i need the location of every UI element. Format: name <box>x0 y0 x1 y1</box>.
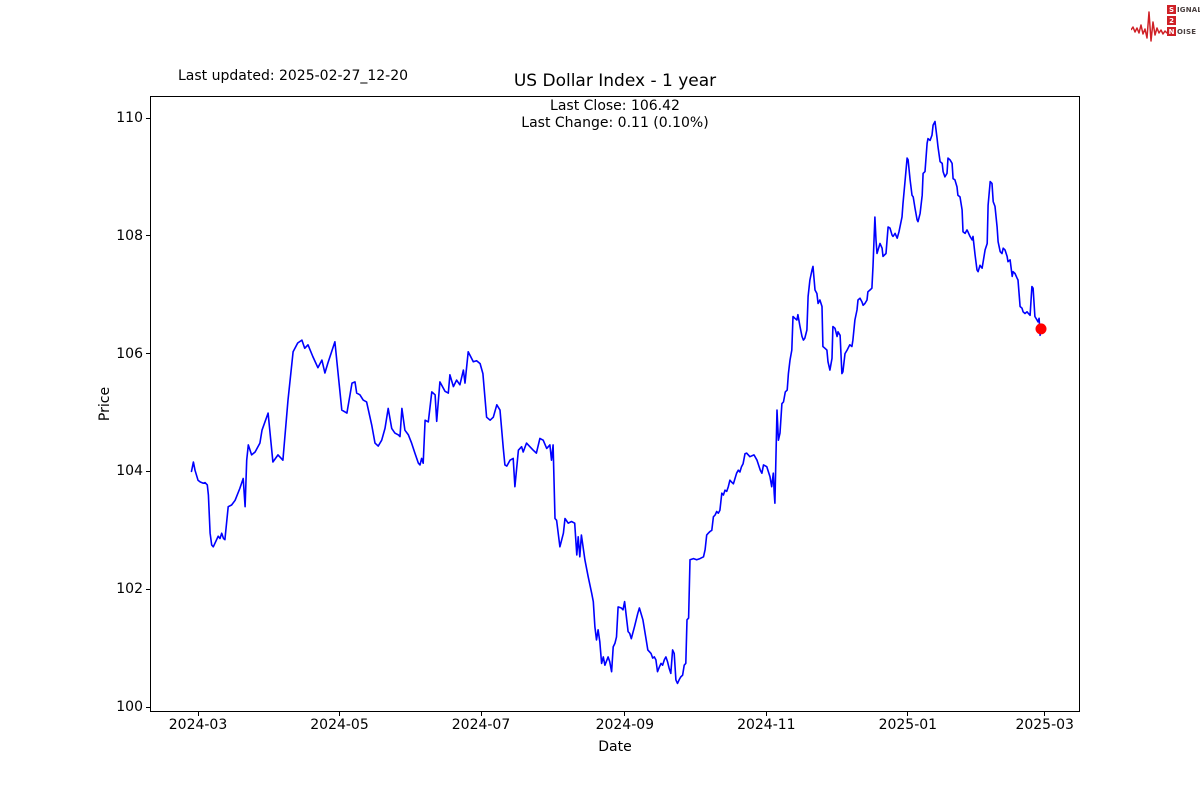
y-tick-label: 104 <box>116 463 143 480</box>
logo-letter-box: S <box>1167 5 1176 14</box>
logo-row: N OISE <box>1167 27 1200 36</box>
chart-annotation: Last Close: 106.42 Last Change: 0.11 (0.… <box>150 98 1080 132</box>
x-tick-label: 2025-03 <box>1015 717 1074 733</box>
logo-text: S IGNAL 2 N OISE <box>1167 5 1200 36</box>
x-tick-mark <box>480 712 482 716</box>
y-tick-mark <box>146 588 150 590</box>
x-tick-mark <box>339 712 340 716</box>
x-tick-mark <box>765 712 767 716</box>
last-updated-text: Last updated: 2025-02-27_12-20 <box>178 68 409 84</box>
x-tick-label: 2024-09 <box>595 717 655 733</box>
plot-area <box>150 96 1080 712</box>
y-tick-label: 110 <box>116 110 143 126</box>
x-tick-label: 2024-07 <box>451 717 511 733</box>
y-tick-mark <box>146 353 150 355</box>
signal2noise-logo: S IGNAL 2 N OISE <box>1131 4 1200 46</box>
annotation-last-change: Last Change: 0.11 (0.10%) <box>521 115 709 131</box>
logo-letter-box: N <box>1167 27 1176 36</box>
annotation-last-close: Last Close: 106.42 <box>550 98 680 114</box>
x-tick-label: 2024-03 <box>168 717 228 733</box>
y-tick-label: 100 <box>116 699 143 715</box>
x-tick-mark <box>197 712 199 716</box>
price-line-path <box>190 120 1042 685</box>
y-tick-label: 102 <box>116 581 143 598</box>
x-axis-label: Date <box>598 739 632 755</box>
last-point-marker <box>1035 323 1047 335</box>
x-tick-label: 2024-11 <box>737 717 796 733</box>
logo-letters: IGNAL <box>1177 5 1200 14</box>
logo-letters: OISE <box>1177 27 1197 36</box>
y-tick-mark <box>146 235 150 237</box>
waveform-icon <box>1131 11 1169 42</box>
y-tick-mark <box>146 706 150 708</box>
x-tick-mark <box>907 712 909 716</box>
y-tick-mark <box>146 470 150 472</box>
x-tick-mark <box>624 712 626 716</box>
logo-row: 2 <box>1167 16 1200 25</box>
y-tick-label: 108 <box>116 227 143 244</box>
logo-row: S IGNAL <box>1167 5 1200 14</box>
logo-letter-box: 2 <box>1167 16 1176 25</box>
x-tick-label: 2025-01 <box>878 717 938 733</box>
y-tick-mark <box>146 117 150 119</box>
x-tick-label: 2024-05 <box>310 717 369 733</box>
y-tick-label: 106 <box>116 345 143 362</box>
x-tick-mark <box>1044 712 1046 716</box>
chart-title: US Dollar Index - 1 year <box>513 71 717 91</box>
